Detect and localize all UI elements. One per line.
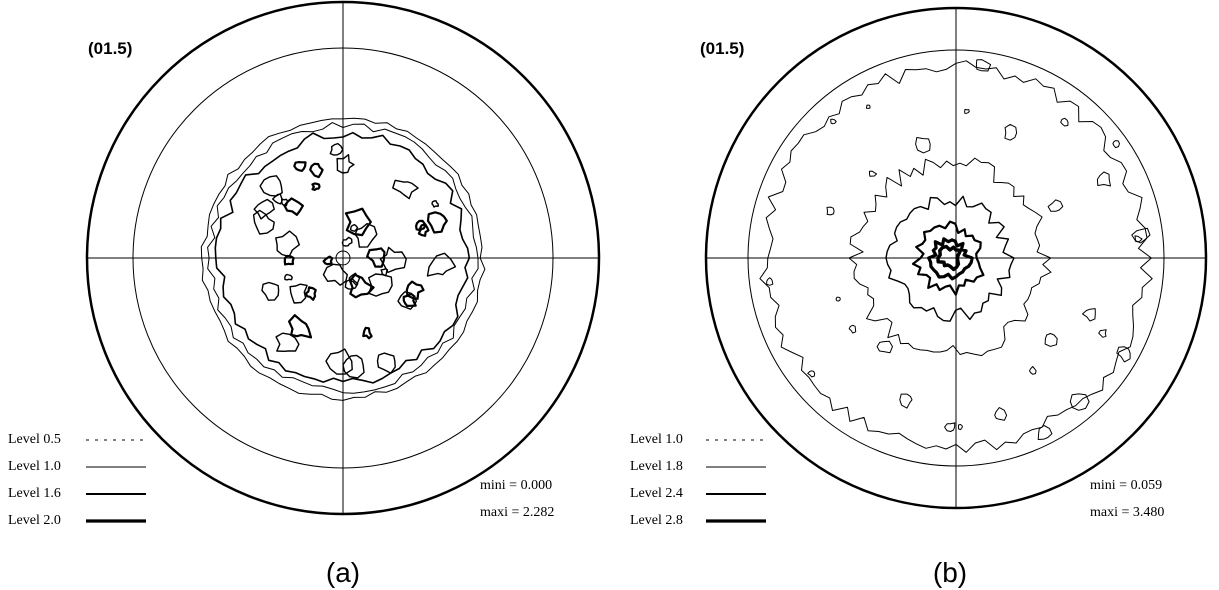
contour [284,273,293,281]
panel-a: (01.5) Level 0.5 Level 1.0 Level 1.6 Lev… [8,0,601,588]
mini-text: mini = 0.059 [1090,478,1162,493]
contour [349,223,359,232]
contour [1098,329,1107,338]
legend-label: Level 1.6 [8,486,61,501]
contour [281,198,289,207]
panel-label: (01.5) [88,39,132,58]
contour [830,118,837,125]
contour [994,407,1008,421]
contour [261,281,280,301]
contour [848,324,857,334]
legend-label: Level 1.0 [8,459,61,474]
contour [289,283,308,304]
panel-b: (01.5) Level 1.0 Level 1.8 Level 2.4 Lev… [630,6,1208,588]
contour [944,422,956,432]
contour [349,273,375,299]
contour [275,230,300,258]
legend-label: Level 1.0 [630,432,683,447]
contour [885,195,1015,322]
contour [899,393,913,409]
panel-label: (01.5) [700,39,744,58]
contour [1082,308,1096,322]
contour [1004,123,1018,141]
contour [807,370,816,378]
contour [415,219,427,232]
contour [1131,227,1151,244]
contour [214,131,471,384]
legend-label: Level 2.8 [630,513,683,528]
contour [283,254,295,266]
contour [1112,140,1120,149]
contour [309,162,324,179]
contour [253,198,275,220]
contour [288,314,313,339]
contour [431,200,439,208]
contour [379,246,407,274]
contour [936,244,963,272]
contour [368,273,393,297]
contour [927,237,974,281]
legend-label: Level 0.5 [8,432,61,447]
contour [1044,333,1058,347]
contour [354,223,378,248]
contour [915,137,931,154]
contour [342,354,365,379]
contour [392,179,419,200]
center-mark [335,250,351,266]
legend-label: Level 2.4 [630,486,683,501]
contour [376,352,396,374]
maxi-text: maxi = 2.282 [480,505,554,520]
contour [304,286,317,301]
contour [311,182,321,191]
contour [911,220,985,296]
contour [426,211,448,234]
contour [1047,199,1064,212]
contour [336,154,355,174]
mini-text: mini = 0.000 [480,478,552,493]
contour [958,424,963,431]
contour [835,296,841,302]
caption: (a) [326,557,360,588]
contour [975,59,992,72]
contour [259,175,283,197]
contour [272,193,283,205]
contour [1037,425,1053,440]
legend-label: Level 1.8 [630,459,683,474]
maxi-text: maxi = 3.480 [1090,505,1164,520]
contour [402,292,417,307]
contour [1116,346,1131,363]
contour [876,340,893,354]
contour [1096,171,1111,187]
contour [293,161,307,172]
caption: (b) [933,557,967,588]
contour [207,122,479,394]
contour [344,207,372,237]
contour [1069,393,1090,411]
contour [1029,366,1037,375]
contour [869,170,878,177]
contour [366,247,386,268]
contour [826,206,835,216]
contour [766,277,774,286]
contour [362,326,373,340]
contour [1134,235,1143,243]
contour [964,108,970,114]
contour [329,142,344,156]
contour [200,117,486,401]
contour [325,348,353,375]
contour [322,263,348,286]
legend-label: Level 2.0 [8,513,61,528]
contour [322,255,334,266]
contour [405,280,425,300]
contour [252,209,275,235]
contour [865,104,871,109]
contour [1060,117,1069,127]
contour [426,252,457,277]
contour [848,157,1052,357]
contour [341,236,353,247]
contour [759,60,1153,453]
